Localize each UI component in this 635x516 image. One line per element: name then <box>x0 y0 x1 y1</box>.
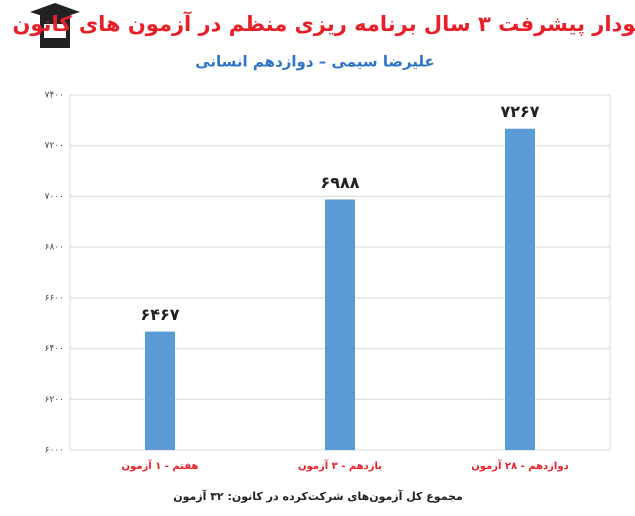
y-tick-label: ۷۰۰۰ <box>45 192 64 202</box>
data-label: ۶۴۶۷ <box>140 305 179 324</box>
bar <box>505 128 535 450</box>
chart-subtitle: علیرضا سیمی – دوازدهم انسانی <box>195 53 435 71</box>
y-tick-label: ۶۴۰۰ <box>45 344 64 354</box>
data-label: ۷۲۶۷ <box>500 102 539 121</box>
logo <box>30 3 80 48</box>
x-tick-label: یازدهم - ۳ آزمون <box>298 459 382 472</box>
chart-title: نمودار پیشرفت ۳ سال برنامه ریزی منظم در … <box>12 11 635 36</box>
x-tick-label: هفتم - ۱ آزمون <box>122 459 199 472</box>
y-tick-label: ۶۸۰۰ <box>45 243 64 253</box>
footer-note: مجموع کل آزمون‌های شرکت‌کرده در کانون: ۳… <box>173 489 463 503</box>
data-label: ۶۹۸۸ <box>320 173 359 192</box>
bar <box>325 199 355 450</box>
y-tick-label: ۷۴۰۰ <box>45 91 64 101</box>
bar <box>145 331 175 450</box>
x-tick-label: دوازدهم - ۲۸ آزمون <box>471 459 568 472</box>
y-tick-label: ۷۲۰۰ <box>45 141 64 151</box>
y-tick-label: ۶۰۰۰ <box>45 446 64 456</box>
y-tick-label: ۶۲۰۰ <box>45 395 64 405</box>
y-tick-label: ۶۶۰۰ <box>45 293 64 303</box>
